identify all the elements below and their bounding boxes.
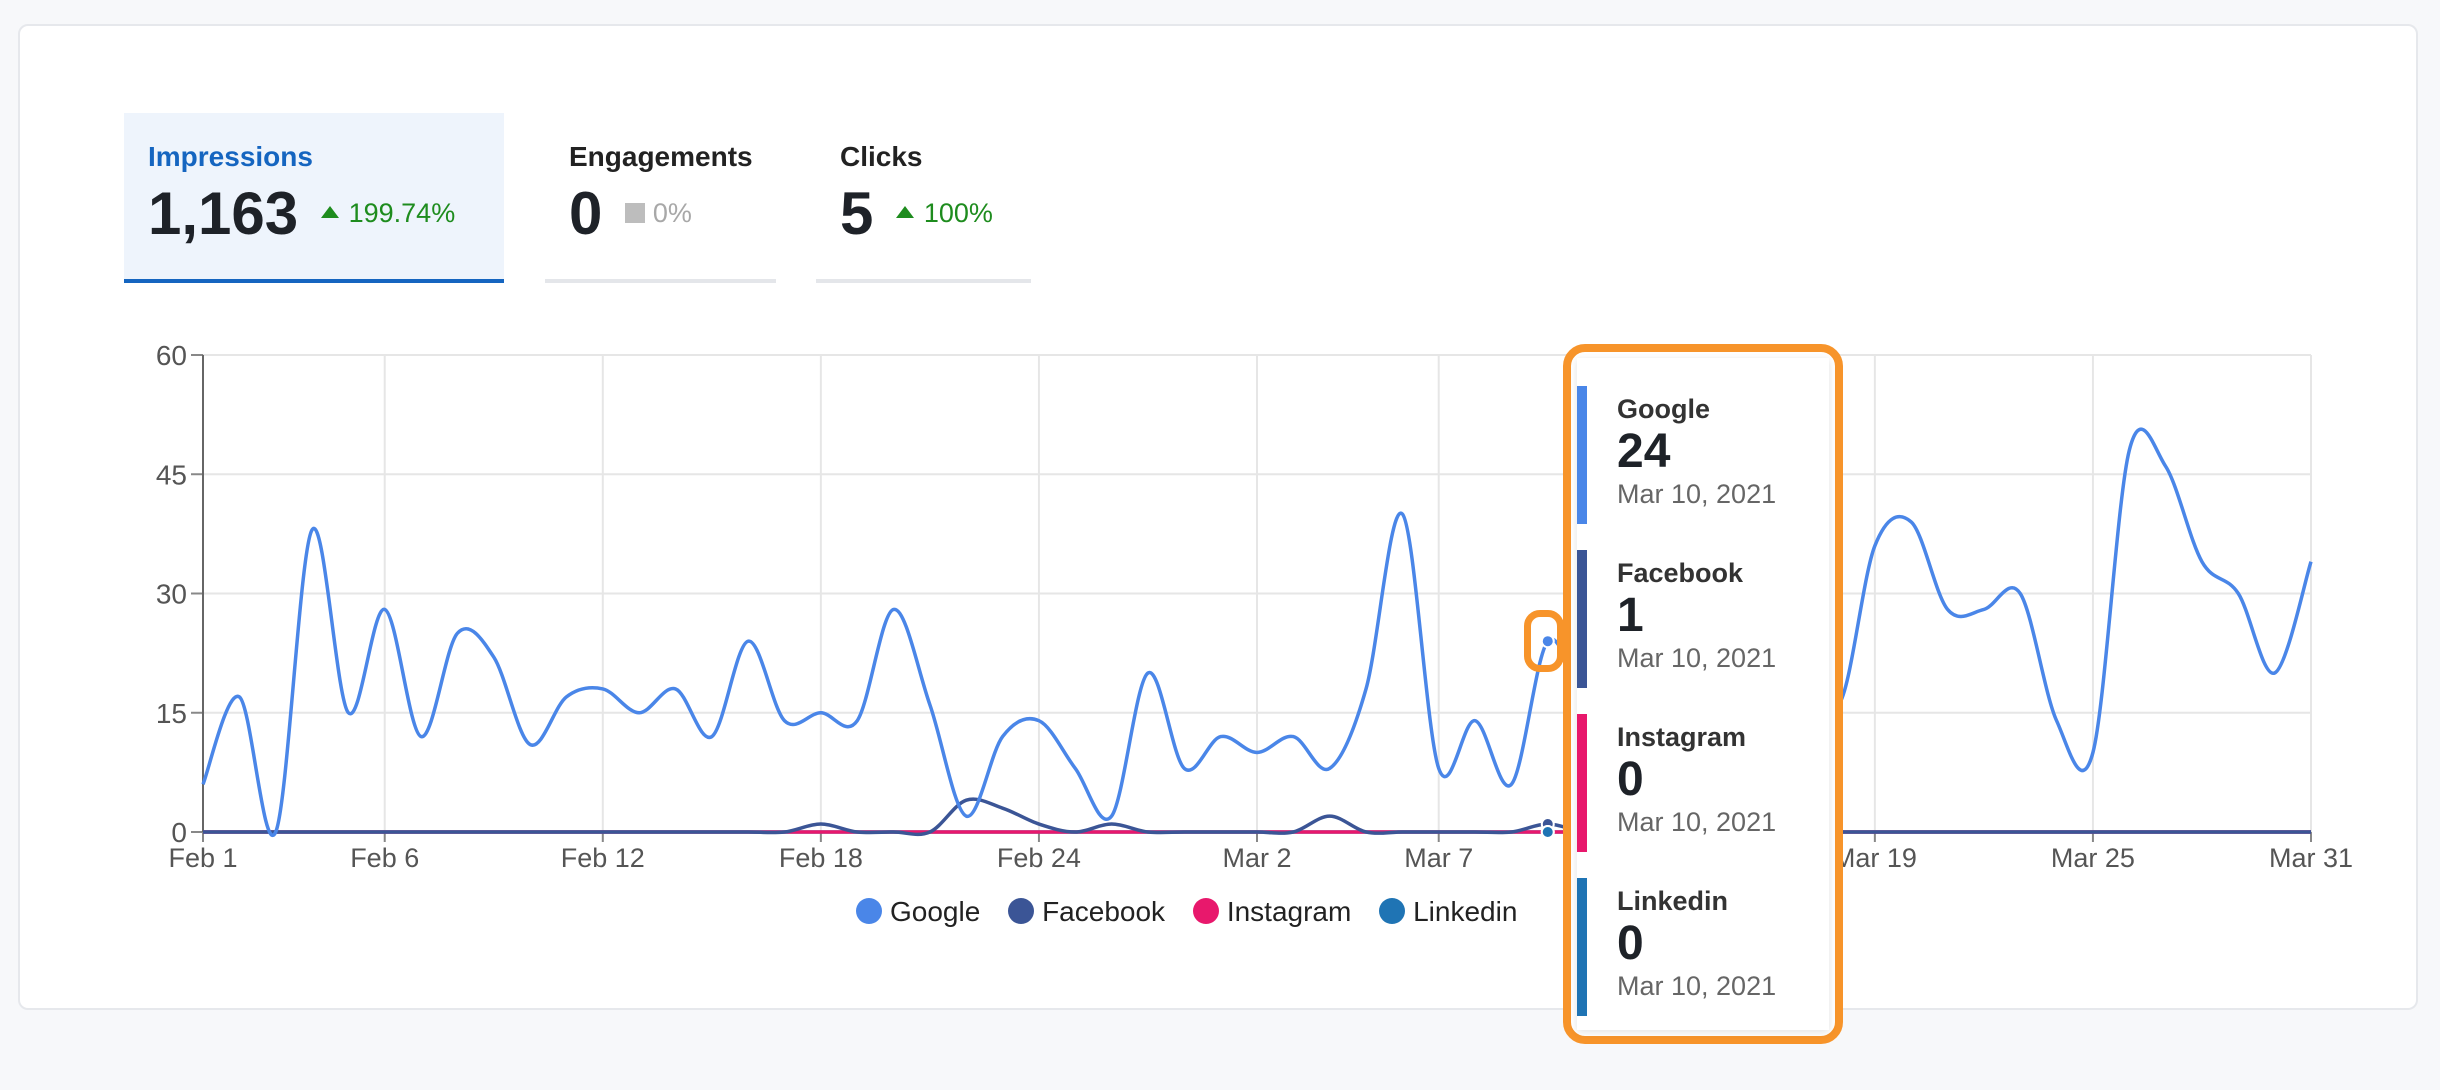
x-tick-label: Mar 25: [2051, 843, 2135, 873]
y-tick-label: 45: [156, 459, 187, 490]
tooltip-series-name: Facebook: [1617, 558, 1744, 588]
hover-point-linkedin: [1540, 825, 1555, 839]
tab-label: Clicks: [840, 141, 923, 172]
tooltip-date: Mar 10, 2021: [1617, 643, 1777, 673]
hover-point-highlight: [1524, 610, 1564, 672]
tooltip-date: Mar 10, 2021: [1617, 971, 1777, 1001]
x-tick-label: Mar 31: [2269, 843, 2353, 873]
tooltip-date: Mar 10, 2021: [1617, 479, 1777, 509]
series-line-google: [201, 427, 2313, 837]
legend-label: Facebook: [1042, 895, 1166, 927]
tooltip-series-name: Google: [1617, 394, 1710, 424]
chart-tooltip: Google 24 Mar 10, 2021 Facebook 1 Mar 10…: [1563, 344, 1843, 1044]
tooltip-item-linkedin: Linkedin 0 Mar 10, 2021: [1577, 878, 1829, 1016]
tab-value: 5: [840, 180, 874, 247]
tab-label: Impressions: [148, 141, 313, 172]
tooltip-series-value: 0: [1617, 753, 1644, 806]
tab-value: 1,163: [148, 180, 299, 247]
tab-engagements[interactable]: Engagements 0 0%: [545, 113, 776, 283]
tab-value: 0: [569, 180, 603, 247]
legend-dot: [1008, 898, 1035, 925]
y-tick-label: 15: [156, 698, 187, 729]
change-value: 0%: [652, 198, 692, 228]
trend-flat-icon: [624, 202, 645, 223]
legend-item-google[interactable]: Google: [856, 896, 980, 928]
tab-label: Engagements: [569, 141, 753, 172]
series-color-bar: [1577, 550, 1587, 688]
legend-dot: [1379, 898, 1406, 925]
change-badge: 0%: [624, 198, 692, 228]
tab-clicks[interactable]: Clicks 5 100%: [816, 113, 1031, 283]
tooltip-series-value: 0: [1617, 917, 1644, 970]
legend-label: Linkedin: [1413, 895, 1518, 927]
tab-impressions[interactable]: Impressions 1,163 199.74%: [124, 113, 504, 283]
tooltip-item-google: Google 24 Mar 10, 2021: [1577, 386, 1829, 524]
x-tick-label: Feb 6: [350, 843, 419, 873]
tooltip-series-value: 24: [1617, 425, 1671, 478]
legend-item-linkedin[interactable]: Linkedin: [1379, 896, 1517, 928]
y-tick-label: 60: [156, 340, 187, 371]
trend-up-icon: [320, 206, 339, 219]
x-tick-label: Mar 2: [1222, 843, 1291, 873]
y-tick-label: 0: [171, 817, 187, 848]
series-color-bar: [1577, 386, 1587, 524]
tooltip-series-name: Linkedin: [1617, 886, 1729, 916]
change-value: 100%: [923, 198, 993, 228]
series-color-bar: [1577, 714, 1587, 852]
series-color-bar: [1577, 878, 1587, 1016]
tooltip-item-instagram: Instagram 0 Mar 10, 2021: [1577, 714, 1829, 852]
chart-legend: Google Facebook Instagram Linkedin: [856, 894, 1537, 928]
x-tick-label: Mar 7: [1404, 843, 1473, 873]
change-value: 199.74%: [348, 198, 456, 228]
x-tick-label: Mar 19: [1833, 843, 1917, 873]
legend-dot: [856, 898, 882, 925]
hover-point-google: [1540, 634, 1555, 649]
tooltip-series-value: 1: [1617, 589, 1644, 642]
x-tick-label: Feb 12: [561, 843, 645, 873]
tooltip-item-facebook: Facebook 1 Mar 10, 2021: [1577, 550, 1829, 688]
legend-label: Google: [890, 895, 981, 927]
trend-up-icon: [895, 206, 914, 219]
legend-dot: [1192, 898, 1219, 925]
series-line-facebook: [202, 797, 2311, 837]
x-tick-label: Feb 18: [779, 843, 863, 873]
x-tick-label: Feb 1: [168, 843, 237, 873]
change-badge: 100%: [895, 198, 993, 228]
change-badge: 199.74%: [320, 198, 456, 228]
tooltip-panel: Google 24 Mar 10, 2021 Facebook 1 Mar 10…: [1577, 358, 1829, 1030]
tooltip-date: Mar 10, 2021: [1617, 807, 1777, 837]
legend-item-facebook[interactable]: Facebook: [1008, 896, 1165, 928]
legend-item-instagram[interactable]: Instagram: [1192, 895, 1352, 928]
legend-label: Instagram: [1226, 895, 1352, 927]
x-tick-label: Feb 24: [997, 843, 1081, 873]
y-tick-label: 30: [156, 579, 187, 610]
tooltip-series-name: Instagram: [1617, 722, 1747, 752]
